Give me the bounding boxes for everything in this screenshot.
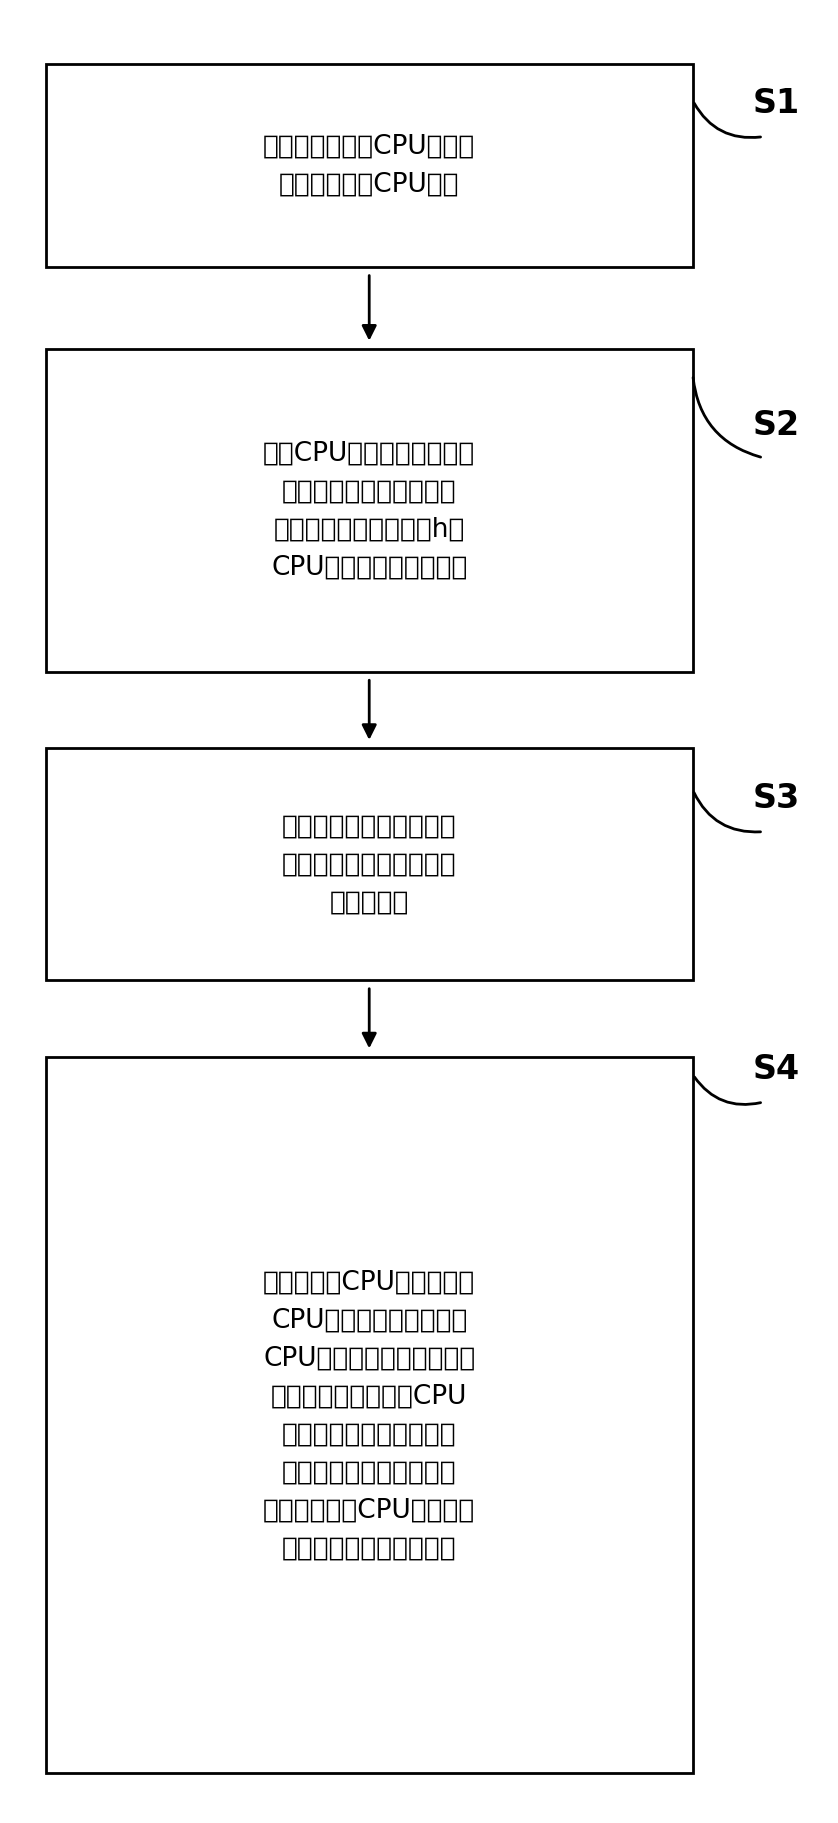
Text: 获取服务器CPU功耗，判断
CPU功耗与空闲状态最大
CPU功耗的大小关系，若前
者大于后者，则设定CPU
调控温度等于加压状态温
度调节点；若前者不大于
后者: 获取服务器CPU功耗，判断 CPU功耗与空闲状态最大 CPU功耗的大小关系，若前…: [263, 1269, 475, 1560]
FancyBboxPatch shape: [45, 1057, 693, 1774]
FancyBboxPatch shape: [45, 348, 693, 673]
Text: S1: S1: [753, 88, 799, 120]
Text: S4: S4: [753, 1054, 799, 1087]
FancyBboxPatch shape: [45, 747, 693, 981]
Text: 设定风扇在加压状态温度
调节点和风扇在空闲状态
温度调节点: 设定风扇在加压状态温度 调节点和风扇在空闲状态 温度调节点: [282, 813, 457, 915]
FancyBboxPatch shape: [45, 64, 693, 268]
Text: S3: S3: [753, 782, 799, 815]
Text: 获取CPU的降频温度值、服
务器所在环境温度值、服
务器所在环境海拔高度h和
CPU可到达的最大功耗值: 获取CPU的降频温度值、服 务器所在环境温度值、服 务器所在环境海拔高度h和 C…: [263, 441, 475, 580]
Text: 测试获取服务器CPU在空闲
状态下的最大CPU功耗: 测试获取服务器CPU在空闲 状态下的最大CPU功耗: [263, 133, 475, 197]
Text: S2: S2: [753, 408, 799, 441]
